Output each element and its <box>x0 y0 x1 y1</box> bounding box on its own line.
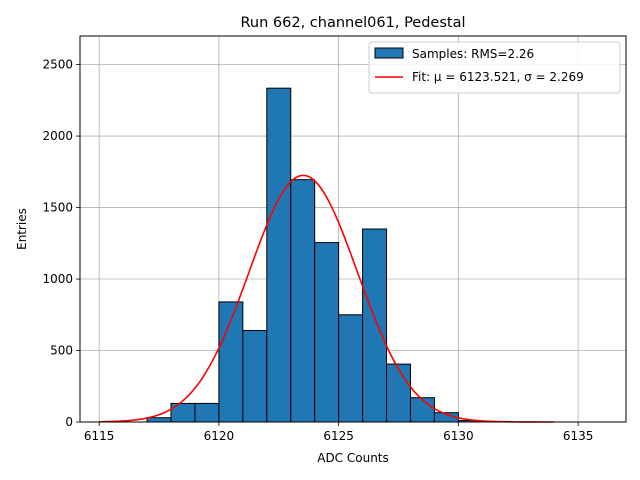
legend: Samples: RMS=2.26 Fit: μ = 6123.521, σ =… <box>368 41 621 94</box>
y-tick-label: 1500 <box>42 201 73 215</box>
fit-curve-layer <box>99 174 555 423</box>
y-tick-label: 2000 <box>42 129 73 143</box>
y-tick-label: 0 <box>65 415 73 429</box>
y-tick-label: 1000 <box>42 272 73 286</box>
histogram-bar <box>362 228 388 423</box>
x-tick-label: 6130 <box>443 429 474 443</box>
chart-title: Run 662, channel061, Pedestal <box>240 15 465 31</box>
x-tick-label: 6135 <box>563 429 594 443</box>
histogram-bar <box>409 397 435 423</box>
legend-swatch-samples <box>374 47 404 59</box>
x-axis-label: ADC Counts <box>317 451 389 465</box>
x-axis-ticks: 6115 6120 6125 6130 6135 <box>84 422 593 443</box>
plot-frame <box>79 35 627 423</box>
histogram-bars <box>146 87 483 423</box>
histogram-bar <box>338 314 364 423</box>
y-tick-label: 2500 <box>42 58 73 72</box>
histogram-bar <box>314 242 340 423</box>
x-tick-label: 6120 <box>204 429 235 443</box>
histogram-bar <box>146 417 172 423</box>
histogram-bar <box>266 87 292 423</box>
x-tick-label: 6125 <box>323 429 354 443</box>
histogram-bar <box>386 363 411 423</box>
histogram-bar <box>194 402 220 423</box>
x-tick-label: 6115 <box>84 429 115 443</box>
fit-curve <box>99 174 555 423</box>
legend-label-fit: Fit: μ = 6123.521, σ = 2.269 <box>412 70 584 84</box>
legend-label-samples: Samples: RMS=2.26 <box>412 47 534 61</box>
y-axis-ticks: 0 500 1000 1500 2000 2500 <box>42 58 80 429</box>
histogram-bar <box>242 330 268 423</box>
legend-box <box>368 41 621 94</box>
histogram-bar <box>290 179 316 423</box>
y-tick-label: 500 <box>50 344 73 358</box>
y-axis-label: Entries <box>15 208 29 250</box>
